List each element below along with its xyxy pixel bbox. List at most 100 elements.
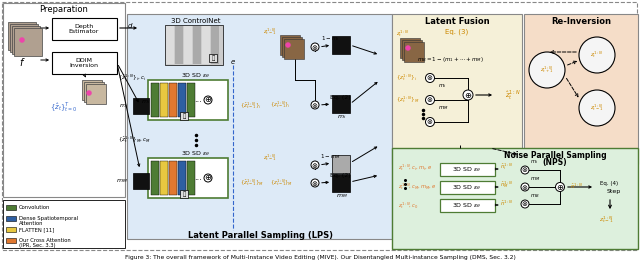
Bar [178,83,186,117]
Circle shape [311,161,319,169]
Bar [280,35,300,55]
Text: $z_t^{1:N}$: $z_t^{1:N}$ [591,50,604,60]
Text: $\{\hat{z}_{t-1}^{1:N}\}_i$: $\{\hat{z}_{t-1}^{1:N}\}_i$ [240,101,262,112]
Bar [52,52,117,74]
Bar [332,36,350,54]
Text: Convolution: Convolution [19,205,51,210]
Text: $z_{t-1}^{1:N}$: $z_{t-1}^{1:N}$ [264,27,276,37]
Text: Step: Step [607,190,621,195]
Bar [165,25,223,65]
Bar [402,40,422,60]
Text: $\otimes$: $\otimes$ [312,100,319,109]
Bar [169,83,177,117]
Bar [160,83,168,117]
Text: $z_{t-1}^{1:N}$: $z_{t-1}^{1:N}$ [264,153,276,163]
Circle shape [311,43,319,51]
Circle shape [426,118,435,127]
Circle shape [426,95,435,104]
Text: $\{z_{t-1}^{1:N}\}_i$: $\{z_{t-1}^{1:N}\}_i$ [270,100,291,110]
Circle shape [521,183,529,191]
Text: 🔒: 🔒 [182,113,186,119]
Text: $z_t^{1:N}, c_i, m_i, e$: $z_t^{1:N}, c_i, m_i, e$ [398,163,433,173]
Bar [14,28,42,56]
Bar [151,161,159,195]
Text: Dense Spatiotemporal: Dense Spatiotemporal [19,216,78,221]
Circle shape [529,52,565,88]
Circle shape [579,90,615,126]
Text: Re-Inversion: Re-Inversion [551,18,611,27]
Bar [392,148,638,249]
Text: $\{z_t^{1:N}\}_i$: $\{z_t^{1:N}\}_i$ [396,73,417,83]
Text: Latent Fusion: Latent Fusion [425,18,490,27]
Bar [180,190,188,198]
Bar [3,3,125,197]
Bar [166,26,174,64]
Text: 3D SD $\epsilon_\theta$: 3D SD $\epsilon_\theta$ [452,165,482,174]
Text: $\hat{n}^{1:N}$: $\hat{n}^{1:N}$ [570,181,584,191]
Text: Depth
Estimator: Depth Estimator [69,24,99,34]
Circle shape [406,45,410,50]
Text: $1-m_M$: $1-m_M$ [319,153,340,161]
Text: $\oplus$: $\oplus$ [464,90,472,99]
Text: $\{z_{t-1}^{1:N}\}_M$: $\{z_{t-1}^{1:N}\}_M$ [270,178,293,188]
Circle shape [204,96,212,104]
Bar [332,95,350,113]
Circle shape [285,43,291,48]
Bar [404,42,424,62]
Bar [440,199,495,212]
Text: $m_i$: $m_i$ [438,82,447,90]
Text: $\{\hat{z}_t\}_{t=0}^T$: $\{\hat{z}_t\}_{t=0}^T$ [50,100,78,114]
Bar [133,98,149,114]
Text: Eq. (4): Eq. (4) [600,180,618,185]
Text: $z_{t-1}^{1:N}$: $z_{t-1}^{1:N}$ [590,103,604,113]
Text: $m_B = 1-(m_1 + \cdots + m_M)$: $m_B = 1-(m_1 + \cdots + m_M)$ [417,55,483,64]
Text: Preparation: Preparation [40,6,88,14]
Bar [6,205,16,210]
Text: $e$: $e$ [230,58,236,66]
Bar [202,26,210,64]
Text: $\{\hat{z}_t^{1:N}\}_i, c_i$: $\{\hat{z}_t^{1:N}\}_i, c_i$ [118,73,147,83]
Text: $m_M$: $m_M$ [116,177,128,185]
Bar [12,26,40,54]
Text: $m_B$: $m_B$ [530,192,540,200]
Text: $m_M$: $m_M$ [438,104,449,112]
Text: FLATTEN [11]: FLATTEN [11] [19,227,54,232]
Circle shape [556,183,564,191]
Circle shape [311,179,319,187]
Text: $z_t^{1:N}$: $z_t^{1:N}$ [396,29,409,39]
Text: DDIM
Inversion: DDIM Inversion [70,58,99,68]
Text: $m_i$: $m_i$ [337,113,347,121]
Bar [187,83,195,117]
Bar [209,54,217,62]
Circle shape [204,174,212,182]
Circle shape [521,200,529,208]
Bar [151,83,159,117]
Text: $\{z_t^{1:N}\}_M$: $\{z_t^{1:N}\}_M$ [396,95,420,105]
Bar [148,158,228,198]
Circle shape [521,166,529,174]
Bar [84,82,104,102]
Text: Figure 3: The overall framework of Multi-Instance Video Editing (MIVE). Our Dise: Figure 3: The overall framework of Multi… [125,255,515,260]
Bar [52,18,117,40]
Bar [284,39,304,59]
Bar [86,84,106,104]
Bar [160,161,168,195]
Text: 3D SD $\epsilon_\theta$: 3D SD $\epsilon_\theta$ [452,183,482,192]
Text: $m_M$: $m_M$ [336,192,348,200]
Text: $z_t^{1:N}, c_0$: $z_t^{1:N}, c_0$ [398,201,419,211]
Circle shape [311,101,319,109]
Bar [175,26,183,64]
Text: ...: ... [194,174,202,183]
Text: 🔒: 🔒 [211,55,214,61]
Bar [8,22,36,50]
Circle shape [579,37,615,73]
Text: $\otimes$: $\otimes$ [312,43,319,52]
Bar [332,155,350,173]
Text: ...: ... [194,95,202,104]
Text: 🔒: 🔒 [182,191,186,197]
Text: $z_{t+1}^{1:N}$: $z_{t+1}^{1:N}$ [540,65,554,75]
Bar [6,227,16,232]
Text: $\otimes$: $\otimes$ [312,179,319,188]
Text: $1-m_i$: $1-m_i$ [321,34,339,43]
Text: $\oplus$: $\oplus$ [204,95,212,104]
